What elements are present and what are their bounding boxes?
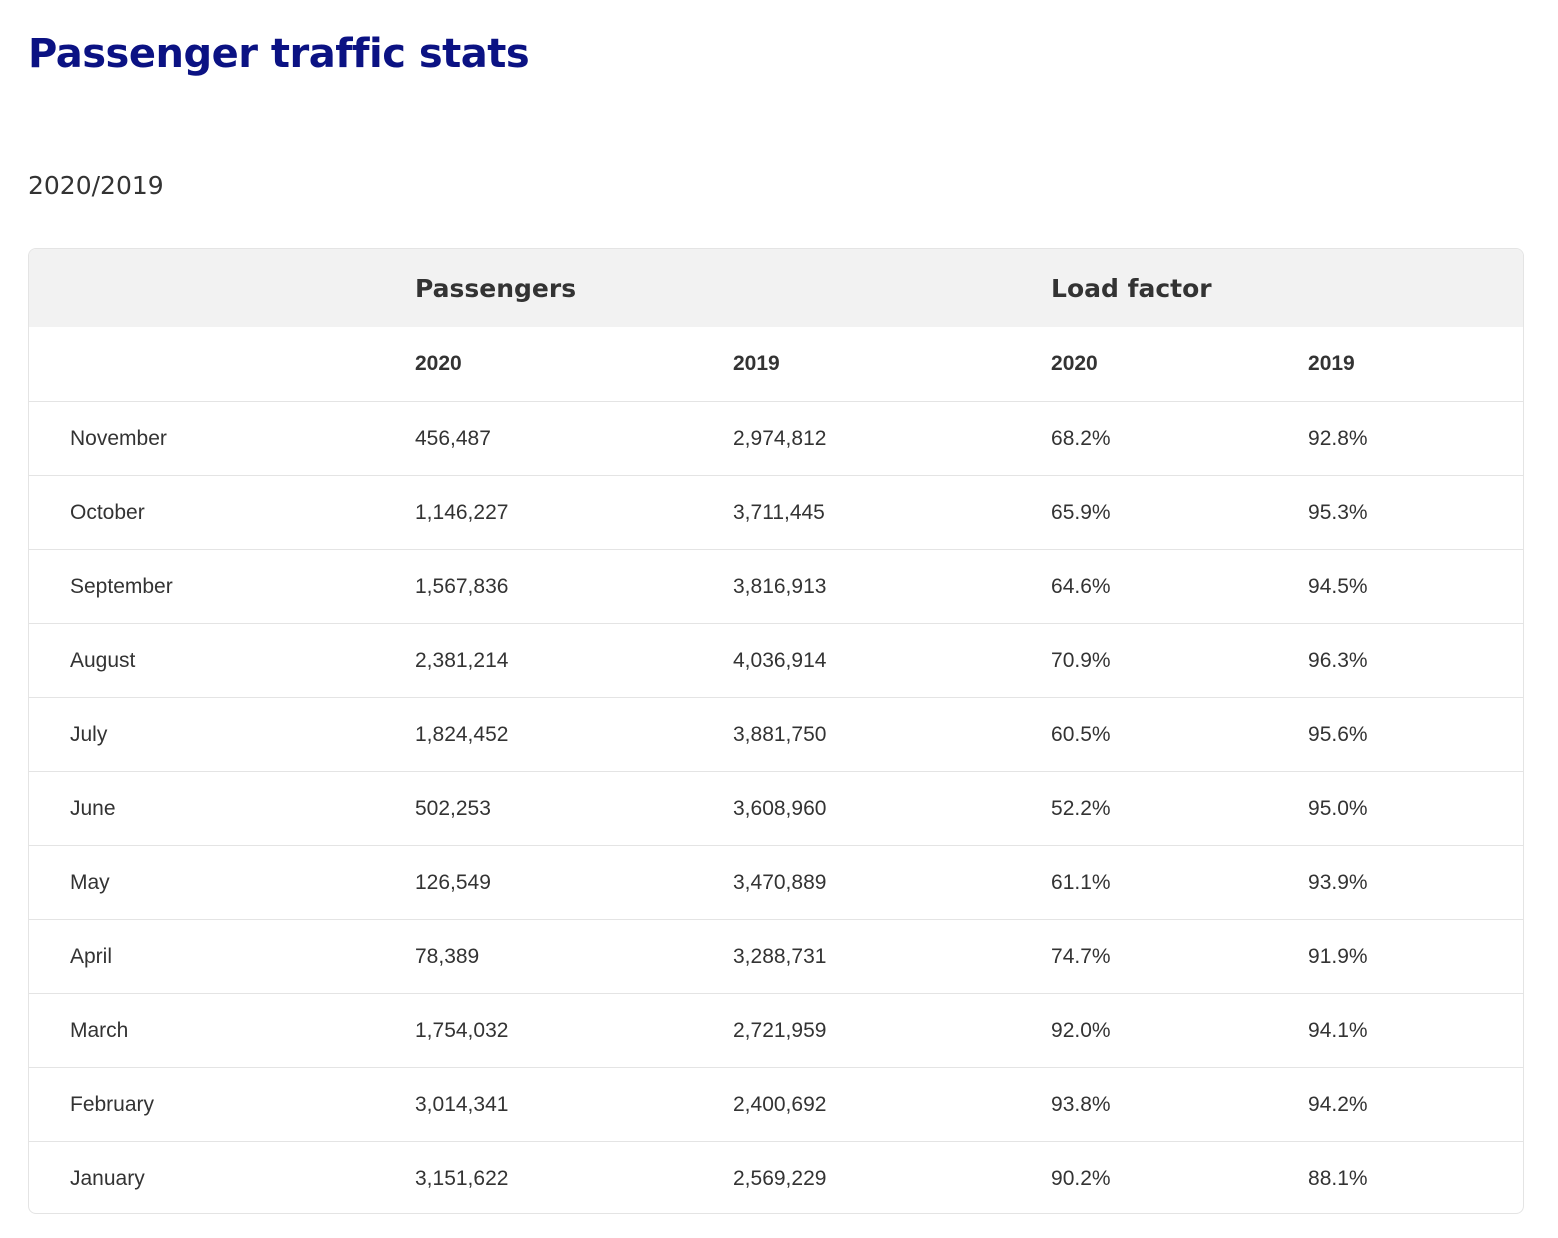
month-header-blank <box>29 249 415 327</box>
load-factor-2019-cell: 94.2% <box>1308 1067 1523 1142</box>
table-row: September 1,567,836 3,816,913 64.6% 94.5… <box>29 549 1523 624</box>
passengers-2019-cell: 3,711,445 <box>733 475 1052 550</box>
table-row: January 3,151,622 2,569,229 90.2% 88.1% <box>29 1142 1523 1214</box>
passengers-2019-cell: 4,036,914 <box>733 623 1052 698</box>
passengers-2020-cell: 3,151,622 <box>415 1166 509 1190</box>
table-row: August 2,381,214 4,036,914 70.9% 96.3% <box>29 623 1523 698</box>
passengers-2020-cell: 502,253 <box>415 771 733 846</box>
table-row: June 502,253 3,608,960 52.2% 95.0% <box>29 771 1523 846</box>
month-cell: March <box>29 993 415 1068</box>
passengers-2019-cell: 3,816,913 <box>733 549 1052 624</box>
passengers-2019-cell: 2,400,692 <box>733 1067 1052 1142</box>
passengers-group-header: Passengers <box>415 249 1052 327</box>
table-row: February 3,014,341 2,400,692 93.8% 94.2% <box>29 1067 1523 1142</box>
period-subtitle: 2020/2019 <box>28 171 164 200</box>
passengers-2019-cell: 3,881,750 <box>733 697 1052 772</box>
load-factor-2020-header: 2020 <box>1051 327 1309 402</box>
passengers-2019-header: 2019 <box>733 327 1052 402</box>
load-factor-2020-cell: 70.9% <box>1051 623 1309 698</box>
group-header-row: Passengers Load factor <box>29 249 1523 327</box>
table-row: March 1,754,032 2,721,959 92.0% 94.1% <box>29 993 1523 1068</box>
load-factor-2019-cell: 94.5% <box>1308 549 1523 624</box>
month-cell: August <box>29 623 415 698</box>
table-row: May 126,549 3,470,889 61.1% 93.9% <box>29 845 1523 920</box>
passengers-2020-cell: 3,014,341 <box>415 1067 733 1142</box>
passengers-2019-cell: 3,608,960 <box>733 771 1052 846</box>
month-cell: September <box>29 549 415 624</box>
passengers-2019-cell: 2,721,959 <box>733 993 1052 1068</box>
passengers-2019-cell: 3,288,731 <box>733 919 1052 994</box>
load-factor-2020-cell: 68.2% <box>1051 401 1309 476</box>
month-cell: July <box>29 697 415 772</box>
load-factor-2019-cell: 88.1% <box>1308 1166 1368 1190</box>
month-cell: February <box>29 1067 415 1142</box>
table-row: July 1,824,452 3,881,750 60.5% 95.6% <box>29 697 1523 772</box>
load-factor-2019-cell: 92.8% <box>1308 401 1523 476</box>
passengers-2020-cell: 1,146,227 <box>415 475 733 550</box>
load-factor-2019-cell: 94.1% <box>1308 993 1523 1068</box>
page-title: Passenger traffic stats <box>28 31 530 77</box>
load-factor-2020-cell: 74.7% <box>1051 919 1309 994</box>
passengers-2019-cell: 2,569,229 <box>733 1166 827 1190</box>
load-factor-group-header: Load factor <box>1051 249 1523 327</box>
month-cell: November <box>29 401 415 476</box>
traffic-stats-table-card: Passengers Load factor 2020 2019 2020 20… <box>28 248 1524 1214</box>
load-factor-2020-cell: 61.1% <box>1051 845 1309 920</box>
passengers-2020-cell: 456,487 <box>415 401 733 476</box>
table-row: November 456,487 2,974,812 68.2% 92.8% <box>29 401 1523 476</box>
passengers-2020-cell: 126,549 <box>415 845 733 920</box>
month-cell: May <box>29 845 415 920</box>
load-factor-2020-cell: 52.2% <box>1051 771 1309 846</box>
load-factor-2019-cell: 96.3% <box>1308 623 1523 698</box>
load-factor-2019-cell: 93.9% <box>1308 845 1523 920</box>
passengers-2019-cell: 2,974,812 <box>733 401 1052 476</box>
passengers-2020-cell: 1,754,032 <box>415 993 733 1068</box>
month-cell: April <box>29 919 415 994</box>
passengers-2019-cell: 3,470,889 <box>733 845 1052 920</box>
table-row: April 78,389 3,288,731 74.7% 91.9% <box>29 919 1523 994</box>
load-factor-2020-cell: 93.8% <box>1051 1067 1309 1142</box>
load-factor-2019-cell: 95.6% <box>1308 697 1523 772</box>
month-year-header-blank <box>29 327 415 402</box>
passengers-2020-cell: 78,389 <box>415 919 733 994</box>
load-factor-2019-header: 2019 <box>1308 327 1523 402</box>
load-factor-2020-cell: 60.5% <box>1051 697 1309 772</box>
passengers-2020-header: 2020 <box>415 327 733 402</box>
month-cell: June <box>29 771 415 846</box>
load-factor-2020-cell: 90.2% <box>1051 1166 1111 1190</box>
table-row: October 1,146,227 3,711,445 65.9% 95.3% <box>29 475 1523 550</box>
load-factor-2019-cell: 95.3% <box>1308 475 1523 550</box>
year-header-row: 2020 2019 2020 2019 <box>29 327 1523 402</box>
month-cell: October <box>29 475 415 550</box>
load-factor-2019-cell: 95.0% <box>1308 771 1523 846</box>
load-factor-2020-cell: 64.6% <box>1051 549 1309 624</box>
traffic-stats-table: Passengers Load factor 2020 2019 2020 20… <box>29 249 1523 1214</box>
month-cell: January <box>70 1166 145 1190</box>
passengers-2020-cell: 1,567,836 <box>415 549 733 624</box>
load-factor-2020-cell: 65.9% <box>1051 475 1309 550</box>
load-factor-2020-cell: 92.0% <box>1051 993 1309 1068</box>
passengers-2020-cell: 1,824,452 <box>415 697 733 772</box>
passengers-2020-cell: 2,381,214 <box>415 623 733 698</box>
load-factor-2019-cell: 91.9% <box>1308 919 1523 994</box>
